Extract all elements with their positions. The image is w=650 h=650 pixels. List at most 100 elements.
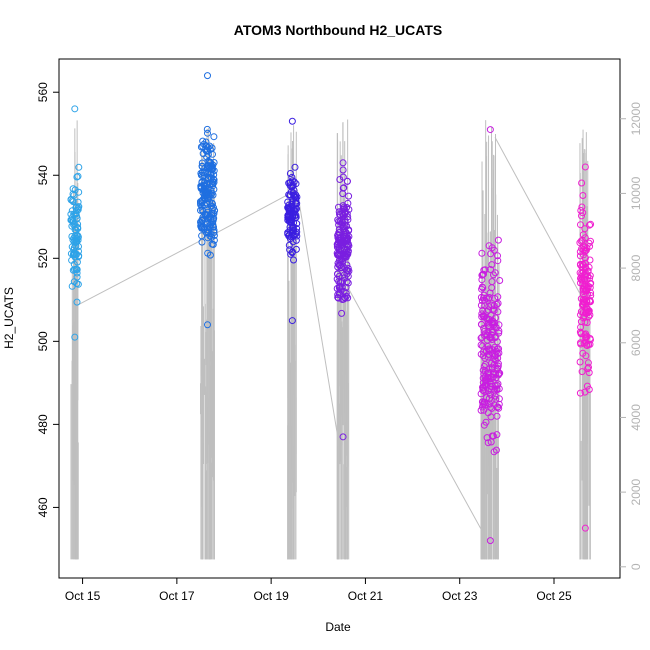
data-point — [198, 163, 206, 170]
data-point — [339, 173, 347, 181]
data-point — [481, 361, 489, 368]
x-tick-label: Oct 23 — [442, 589, 478, 603]
data-point — [339, 211, 347, 219]
data-point — [340, 184, 348, 192]
chart-title: ATOM3 Northbound H2_UCATS — [234, 22, 442, 38]
data-point — [198, 206, 206, 214]
data-point — [204, 146, 212, 154]
data-point — [477, 350, 485, 358]
data-point — [293, 205, 300, 213]
data-point — [71, 266, 78, 274]
data-point — [285, 241, 293, 249]
data-point — [334, 294, 342, 302]
data-point — [495, 349, 503, 357]
data-point — [200, 223, 208, 231]
data-point — [71, 333, 79, 341]
data-point — [488, 284, 496, 292]
data-point — [576, 389, 584, 397]
y-axis-label: H2_UCATS — [2, 287, 16, 349]
data-point — [493, 431, 501, 439]
data-point — [580, 339, 588, 347]
data-point — [209, 218, 217, 226]
data-point — [203, 125, 211, 133]
data-point — [336, 256, 344, 264]
data-point — [486, 403, 494, 411]
data-point — [478, 276, 486, 284]
data-point — [210, 236, 218, 244]
data-point — [339, 159, 347, 167]
data-point — [288, 117, 296, 125]
data-point — [494, 403, 502, 411]
altitude-lines — [70, 119, 591, 560]
data-point — [586, 296, 594, 304]
y2-tick-label: 8000 — [629, 254, 643, 281]
data-point — [478, 297, 486, 305]
data-point — [581, 331, 589, 339]
data-point — [582, 246, 590, 254]
y-tick-label: 520 — [36, 248, 50, 268]
data-point — [199, 216, 206, 224]
data-point — [490, 305, 497, 313]
data-point — [73, 266, 81, 273]
data-point — [210, 133, 218, 141]
data-point — [584, 305, 591, 313]
y2-axis: 0 2000 4000 6000 8000 10000 12000 — [620, 102, 643, 570]
data-point — [286, 246, 294, 254]
data-point — [69, 266, 77, 274]
data-point — [496, 369, 504, 377]
data-point — [586, 274, 594, 282]
data-point — [578, 212, 585, 220]
data-point — [74, 225, 82, 232]
data-point — [578, 263, 586, 271]
data-point — [343, 278, 351, 286]
data-point — [75, 243, 82, 250]
data-point — [494, 299, 502, 307]
data-point — [586, 221, 593, 229]
data-point — [70, 221, 78, 229]
data-point — [479, 284, 487, 292]
data-point — [204, 195, 211, 202]
data-point — [579, 274, 587, 282]
data-point — [586, 272, 594, 280]
data-point — [496, 277, 504, 284]
data-point — [587, 237, 594, 245]
data-point — [582, 300, 590, 308]
data-point — [494, 354, 502, 362]
data-point — [581, 163, 589, 171]
y2-tick-label: 6000 — [629, 329, 643, 356]
data-point — [488, 365, 496, 373]
data-point — [587, 220, 595, 228]
data-point — [207, 191, 215, 199]
data-point — [493, 338, 501, 346]
data-point — [336, 290, 344, 298]
altitude-connector — [494, 137, 583, 299]
data-point — [577, 330, 585, 338]
plot-frame — [58, 58, 621, 579]
data-point — [69, 218, 77, 226]
data-point — [284, 229, 292, 237]
data-point — [208, 166, 216, 174]
data-point — [339, 262, 347, 270]
data-point — [479, 342, 487, 350]
data-point — [336, 176, 344, 183]
data-point — [199, 196, 207, 204]
data-point — [490, 388, 498, 396]
data-point — [68, 282, 76, 290]
data-point — [204, 229, 212, 237]
y2-tick-label: 10000 — [629, 176, 643, 210]
data-point — [74, 172, 82, 180]
data-point — [577, 207, 585, 214]
data-point — [487, 334, 495, 342]
data-point — [577, 261, 584, 269]
data-point — [344, 216, 352, 224]
altitude-connector — [76, 237, 206, 306]
data-point — [580, 246, 588, 254]
data-point — [200, 140, 208, 148]
data-point — [210, 232, 218, 239]
data-point — [484, 369, 492, 377]
data-point — [477, 390, 485, 398]
data-point — [586, 256, 594, 264]
data-point — [288, 182, 296, 190]
data-point — [579, 209, 587, 217]
data-point — [487, 438, 495, 446]
